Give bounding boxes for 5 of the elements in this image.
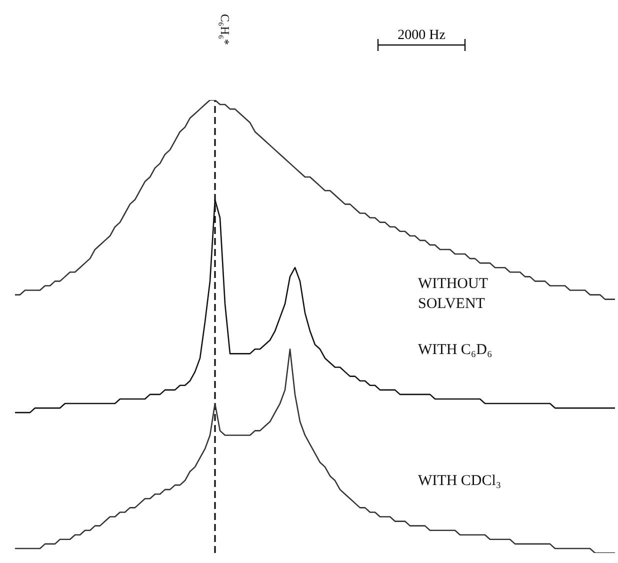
text: WITH CDCl₃	[418, 473, 502, 489]
text: 2000 Hz	[398, 28, 446, 43]
text: WITH C₆D₆	[418, 342, 492, 358]
series-label: WITHOUT SOLVENT	[418, 276, 488, 312]
text: C₆H₆*	[218, 14, 232, 46]
